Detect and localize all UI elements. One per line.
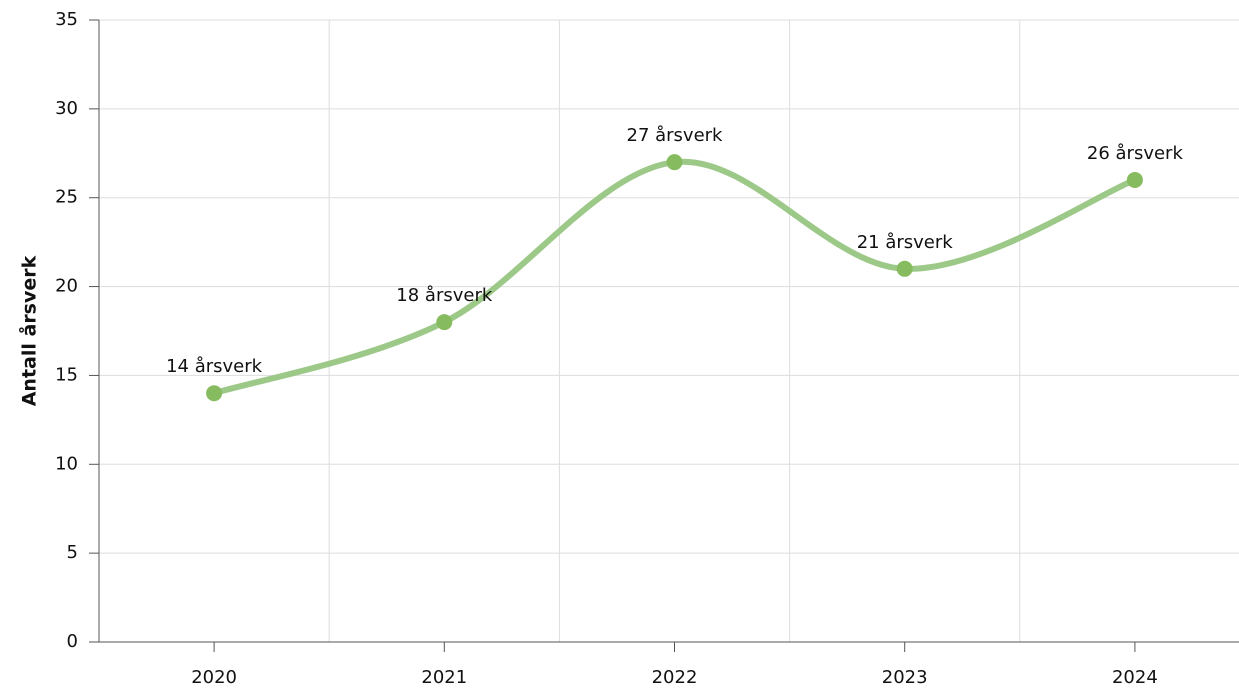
- line: [211, 158, 1138, 397]
- y-tick-label: 0: [67, 631, 78, 652]
- point: [896, 260, 913, 277]
- y-tick-label: 20: [55, 276, 78, 297]
- x-tick-label: 2021: [421, 667, 467, 688]
- y-tick-label: 35: [55, 9, 78, 30]
- y-tick-label: 25: [55, 187, 78, 208]
- y-tick-label: 15: [55, 364, 78, 385]
- x-tick-label: 2023: [882, 667, 928, 688]
- x-tick-label: 2024: [1112, 667, 1158, 688]
- x-tick-label: 2020: [191, 667, 237, 688]
- point: [206, 385, 223, 402]
- data-label: 18 årsverk: [396, 285, 493, 306]
- y-tick-label: 5: [67, 542, 78, 563]
- data-label: 26 årsverk: [1087, 143, 1184, 164]
- data-label: 21 årsverk: [857, 232, 954, 253]
- x-tick-label: 2022: [652, 667, 698, 688]
- y-tick-label: 10: [55, 453, 78, 474]
- y-axis-label: Antall årsverk: [17, 255, 41, 406]
- point: [666, 154, 683, 171]
- data-label: 27 årsverk: [627, 125, 724, 146]
- point: [1126, 171, 1143, 188]
- data-label: 14 årsverk: [166, 356, 263, 377]
- y-tick-label: 30: [55, 98, 78, 119]
- point: [436, 314, 453, 331]
